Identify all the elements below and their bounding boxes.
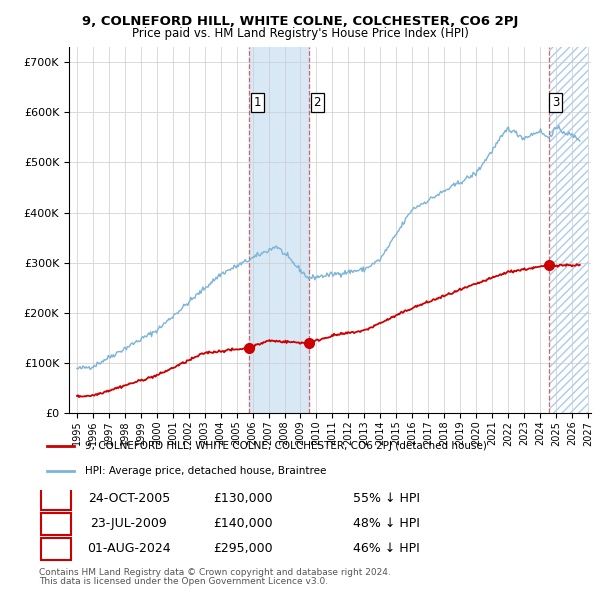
Text: 3: 3	[552, 96, 559, 109]
Text: £295,000: £295,000	[214, 542, 273, 555]
Bar	[549, 47, 588, 413]
Text: 9, COLNEFORD HILL, WHITE COLNE, COLCHESTER, CO6 2PJ: 9, COLNEFORD HILL, WHITE COLNE, COLCHEST…	[82, 15, 518, 28]
Text: 23-JUL-2009: 23-JUL-2009	[91, 517, 167, 530]
Text: £130,000: £130,000	[214, 492, 273, 505]
Text: 2: 2	[53, 517, 61, 530]
Bar	[549, 47, 588, 413]
Text: 1: 1	[254, 96, 261, 109]
FancyBboxPatch shape	[41, 487, 71, 510]
Text: £140,000: £140,000	[214, 517, 273, 530]
Text: 3: 3	[53, 542, 61, 555]
Text: Price paid vs. HM Land Registry's House Price Index (HPI): Price paid vs. HM Land Registry's House …	[131, 27, 469, 40]
Text: 9, COLNEFORD HILL, WHITE COLNE, COLCHESTER, CO6 2PJ (detached house): 9, COLNEFORD HILL, WHITE COLNE, COLCHEST…	[85, 441, 487, 451]
Text: 01-AUG-2024: 01-AUG-2024	[87, 542, 170, 555]
Text: This data is licensed under the Open Government Licence v3.0.: This data is licensed under the Open Gov…	[39, 577, 328, 586]
Text: 48% ↓ HPI: 48% ↓ HPI	[353, 517, 419, 530]
Text: HPI: Average price, detached house, Braintree: HPI: Average price, detached house, Brai…	[85, 466, 326, 476]
Bar	[250, 47, 309, 413]
Text: 55% ↓ HPI: 55% ↓ HPI	[353, 492, 419, 505]
Text: 2: 2	[313, 96, 321, 109]
Text: 1: 1	[53, 492, 61, 505]
Text: 46% ↓ HPI: 46% ↓ HPI	[353, 542, 419, 555]
FancyBboxPatch shape	[41, 513, 71, 535]
Text: Contains HM Land Registry data © Crown copyright and database right 2024.: Contains HM Land Registry data © Crown c…	[39, 568, 391, 576]
Text: 24-OCT-2005: 24-OCT-2005	[88, 492, 170, 505]
FancyBboxPatch shape	[41, 537, 71, 560]
